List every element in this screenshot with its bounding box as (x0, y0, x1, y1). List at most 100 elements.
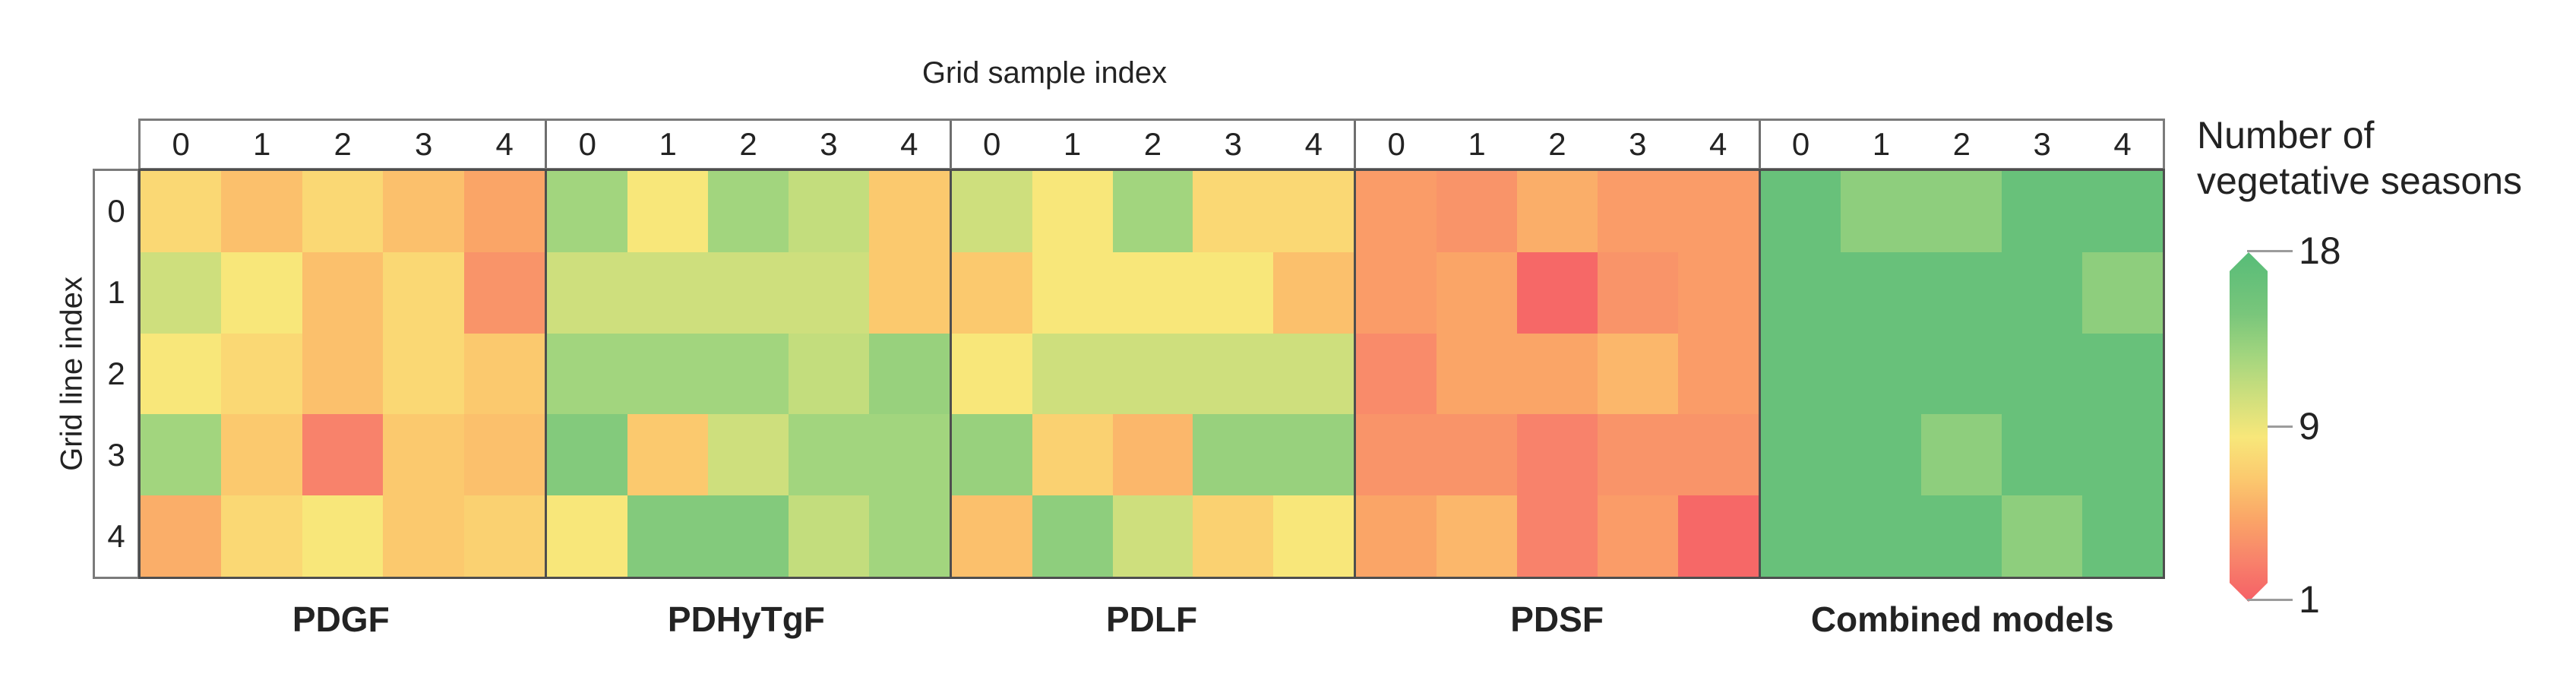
heatmap-cell (383, 495, 464, 577)
heatmap-cell (547, 495, 628, 577)
row-index-label: 1 (107, 274, 125, 311)
heatmap-cell (2002, 333, 2083, 415)
heatmap-cell (1841, 414, 1922, 496)
heatmap-cell (221, 333, 302, 415)
column-index-label: 0 (983, 126, 1001, 162)
heatmap-cell (1597, 333, 1678, 415)
heatmap-cell (2082, 495, 2163, 577)
heatmap-cell (627, 495, 709, 577)
heatmap-cell (1193, 171, 1274, 252)
column-index-label: 2 (739, 126, 757, 162)
heatmap-cell (1760, 333, 1841, 415)
heatmap-cell (302, 252, 384, 334)
legend-tick-label: 9 (2299, 405, 2320, 448)
heatmap-cell (383, 171, 464, 252)
heatmap-cell (1112, 252, 1193, 334)
heatmap-cell (2082, 414, 2163, 496)
heatmap-cell (1677, 495, 1759, 577)
heatmap-cell (1841, 171, 1922, 252)
panel-label: PDHyTgF (667, 599, 825, 639)
heatmap-cell (1032, 495, 1113, 577)
heatmap-cell (141, 171, 222, 252)
heatmap-cell (1112, 171, 1193, 252)
heatmap-cell (2002, 252, 2083, 334)
heatmap-cell (302, 171, 384, 252)
panel-label: Combined models (1810, 599, 2114, 639)
heatmap-cell (547, 333, 628, 415)
legend-tick-line (2247, 599, 2293, 601)
heatmap-cell (868, 333, 950, 415)
heatmap-cell (708, 414, 789, 496)
column-header-group: 0 1 2 3 4 (949, 121, 1354, 168)
heatmap-cell (789, 414, 869, 496)
heatmap-cell (302, 495, 384, 577)
column-index-label: 4 (1708, 126, 1727, 162)
heatmap-cell (1677, 333, 1759, 415)
heatmap-cell (1112, 495, 1193, 577)
heatmap-cell (2082, 333, 2163, 415)
heatmap-cell (2082, 171, 2163, 252)
heatmap-cell (221, 495, 302, 577)
heatmap-cell (1193, 252, 1274, 334)
heatmap-cell (1356, 495, 1437, 577)
heatmap-cell (1677, 171, 1759, 252)
heatmap-cell (1597, 171, 1678, 252)
heatmap-cell (463, 414, 545, 496)
column-index-label: 1 (1468, 126, 1486, 162)
heatmap-cell (141, 333, 222, 415)
heatmap-cell (1273, 414, 1354, 496)
column-index-header: 0 1 2 3 4 0 1 2 3 4 0 1 2 3 4 0 1 2 3 4 0 1 2 3 4 (138, 119, 2165, 170)
column-header-group: 0 1 2 3 4 (1758, 121, 2163, 168)
heatmap-cell (1597, 252, 1678, 334)
heatmap-cell (1273, 333, 1354, 415)
column-index-label: 2 (1952, 126, 1971, 162)
heatmap-cell (1032, 333, 1113, 415)
heatmap-cell (463, 252, 545, 334)
heatmap-cell (1516, 333, 1598, 415)
legend-tick-line (2247, 250, 2293, 252)
heatmap-cell (1437, 414, 1517, 496)
row-index-label: 2 (107, 355, 125, 391)
column-header-group: 0 1 2 3 4 (1354, 121, 1758, 168)
heatmap-cell (951, 252, 1032, 334)
panel-label: PDGF (292, 599, 390, 639)
heatmap-cell (951, 333, 1032, 415)
heatmap-cell (951, 495, 1032, 577)
column-index-label: 2 (333, 126, 352, 162)
heatmap-cell (1193, 495, 1274, 577)
column-index-label: 2 (1143, 126, 1162, 162)
column-index-label: 4 (495, 126, 514, 162)
heatmap-panel-pdhytgf (545, 171, 950, 577)
heatmap-panels (138, 169, 2165, 579)
heatmap-cell (627, 333, 709, 415)
heatmap-cell (1032, 414, 1113, 496)
heatmap-cell (1356, 333, 1437, 415)
heatmap-cell (1516, 414, 1598, 496)
column-index-label: 0 (172, 126, 190, 162)
heatmap-cell (2002, 495, 2083, 577)
column-index-label: 4 (2113, 126, 2132, 162)
heatmap-cell (1921, 414, 2002, 496)
heatmap-cell (1921, 333, 2002, 415)
legend-tick-label: 18 (2299, 229, 2341, 272)
heatmap-cell (1760, 414, 1841, 496)
row-index-label: 3 (107, 436, 125, 473)
heatmap-cell (1356, 252, 1437, 334)
heatmap-cell (1597, 495, 1678, 577)
legend-title: Number of vegetative seasons (2197, 112, 2522, 204)
heatmap-cell (1760, 252, 1841, 334)
heatmap-cell (1677, 414, 1759, 496)
heatmap-cell (1437, 252, 1517, 334)
heatmap-cell (463, 171, 545, 252)
heatmap-panel-combined-models (1758, 171, 2163, 577)
column-index-label: 1 (1872, 126, 1891, 162)
y-axis-title: Grid line index (55, 277, 89, 471)
legend-title-line1: Number of (2197, 114, 2375, 157)
heatmap-panel-pdgf (141, 171, 545, 577)
column-index-label: 3 (820, 126, 838, 162)
row-index-strip: 0 1 2 3 4 (93, 169, 140, 579)
column-index-label: 1 (1063, 126, 1082, 162)
x-axis-title: Grid sample index (921, 56, 1168, 90)
heatmap-cell (708, 333, 789, 415)
